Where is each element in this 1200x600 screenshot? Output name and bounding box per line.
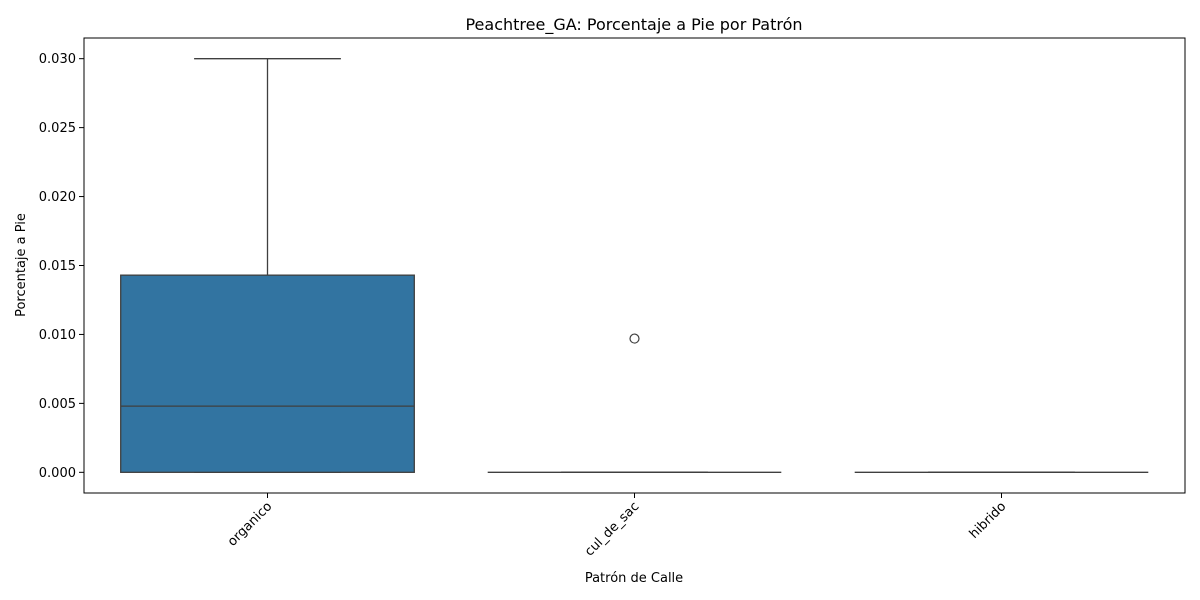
y-tick-label: 0.020 xyxy=(39,190,76,205)
y-tick-label: 0.010 xyxy=(39,328,76,343)
x-tick-label-organico: organico xyxy=(225,499,275,549)
box-group-organico xyxy=(120,58,415,473)
y-tick-label: 0.000 xyxy=(39,466,76,481)
y-axis-title: Porcentaje a Pie xyxy=(14,213,29,317)
outlier-point xyxy=(629,333,640,344)
y-axis: 0.000 0.005 0.010 0.015 0.020 0.025 0.030 xyxy=(39,52,84,481)
y-tick-label: 0.015 xyxy=(39,259,76,274)
x-tick-label-cul_de_sac: cul_de_sac xyxy=(582,499,642,559)
iqr-box xyxy=(120,274,415,473)
plot-area xyxy=(120,58,1149,473)
x-tick-label-hibrido: hibrido xyxy=(967,499,1010,542)
chart-title: Peachtree_GA: Porcentaje a Pie por Patró… xyxy=(465,15,802,35)
box-group-cul_de_sac xyxy=(487,333,782,473)
y-tick-label: 0.030 xyxy=(39,52,76,67)
x-axis: organico cul_de_sac hibrido xyxy=(225,493,1009,559)
x-axis-title: Patrón de Calle xyxy=(585,571,683,586)
y-tick-label: 0.025 xyxy=(39,121,76,136)
y-tick-label: 0.005 xyxy=(39,397,76,412)
